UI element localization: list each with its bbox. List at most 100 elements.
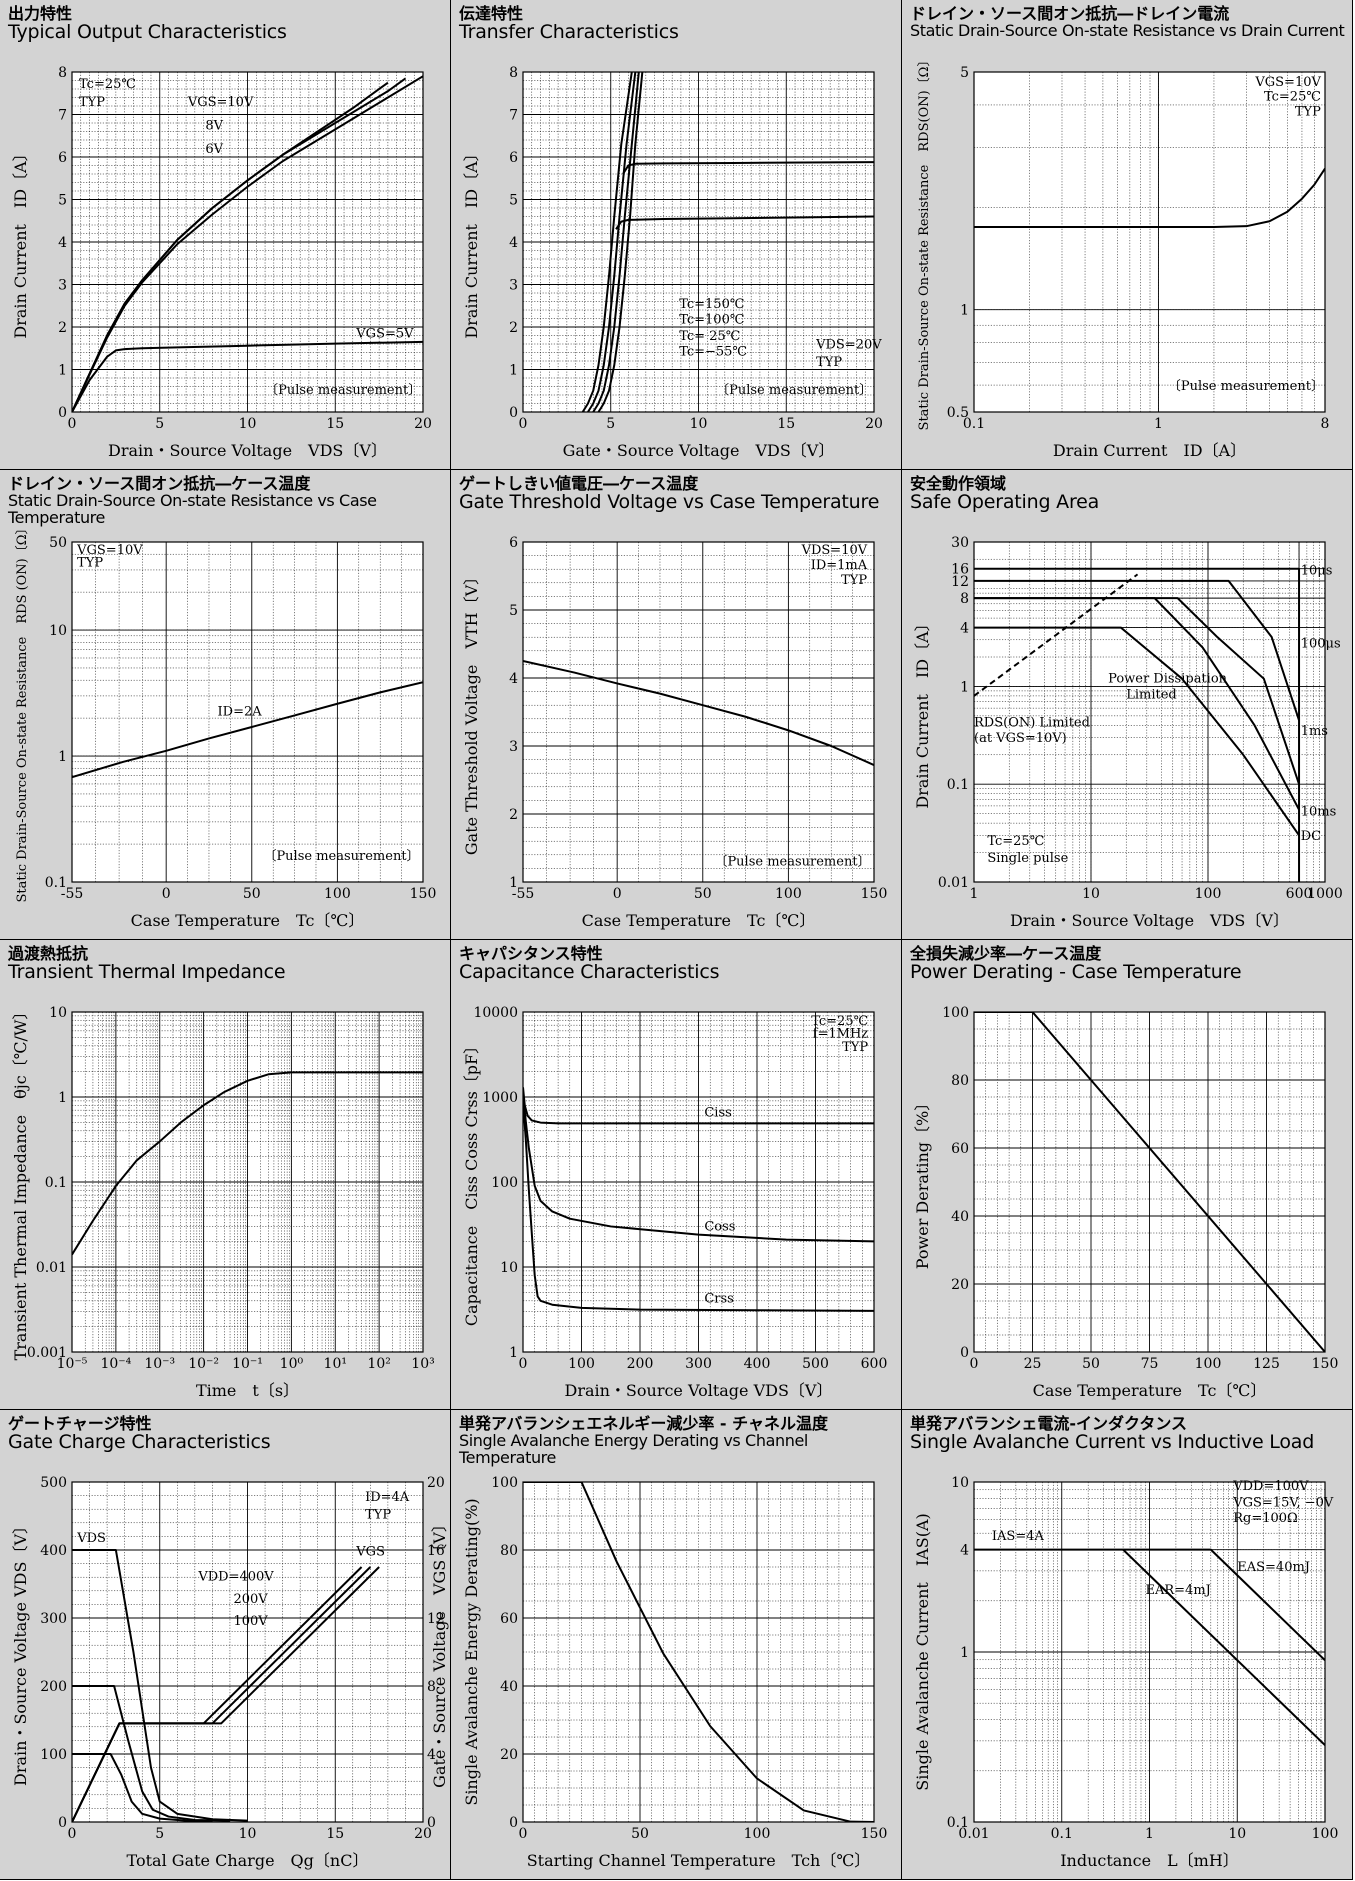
y-tick-label: 5: [509, 193, 518, 209]
y-tick-label: 3: [509, 278, 518, 294]
x-tick-label: 50: [694, 886, 712, 902]
y-tick-label: 2: [509, 807, 518, 823]
chart-svg: 0 5 10 15 20 0 1 2 3 4 5 6 7 8 Drain・Source Voltage VD…: [11, 65, 432, 460]
y-tick-label: 6: [509, 535, 518, 551]
x-tick-label: 100: [1312, 1826, 1339, 1842]
x-tick-label: 100: [324, 886, 351, 902]
chart-annotation: EAR=4mJ: [1145, 1583, 1210, 1598]
plot-area: [974, 72, 1325, 412]
y-tick-label: 500: [40, 1475, 67, 1491]
y-axis-label: Static Drain-Source On-state Resistance …: [917, 54, 932, 431]
y-tick-label: 7: [58, 108, 67, 124]
series-line: [615, 215, 874, 230]
y-tick-label: 1000: [482, 1090, 518, 1106]
y-tick-label: 0.1: [45, 1175, 67, 1191]
chart-annotation: Power Dissipation: [1108, 671, 1228, 686]
x-axis-label: Time t〔s〕: [196, 1381, 299, 1400]
x-tick-label: 10: [690, 416, 708, 432]
chart-title-jp: ゲートチャージ特性: [8, 1414, 152, 1433]
x-tick-label: 0: [970, 1356, 979, 1372]
chart-title-block: ゲートチャージ特性 Gate Charge Characteristics: [8, 1414, 271, 1453]
x-axis-label: Drain・Source Voltage VDS〔V〕: [564, 1381, 832, 1400]
x-tick-label: 10³: [411, 1356, 434, 1372]
chart-annotation: Coss: [704, 1219, 735, 1234]
x-axis-label: Case Temperature Tc〔℃〕: [131, 911, 365, 930]
chart-annotation: 〔Pulse measurement〕: [265, 383, 421, 398]
y-axis-label: Capacitance Ciss Coss Crss〔pF〕: [462, 1038, 481, 1326]
chart-annotation: Tc=25℃: [811, 1014, 868, 1029]
chart-title-block: 伝達特性 Transfer Characteristics: [459, 5, 679, 43]
minor-gridlines: [974, 1012, 1325, 1352]
series-line: [622, 161, 874, 175]
chart-title-jp: ドレイン・ソース間オン抵抗―ドレイン電流: [910, 4, 1230, 23]
y-axis-label: Drain Current ID〔A〕: [462, 145, 481, 338]
plot-area: [72, 542, 423, 882]
chart-title-block: 出力特性 Typical Output Characteristics: [8, 4, 287, 43]
chart-annotation: Tc=100℃: [679, 313, 744, 328]
y2-tick-label: 12: [427, 1611, 445, 1627]
series-line: [974, 579, 1300, 721]
chart-panel: 安全動作領域 Safe Operating Area 1 10 100 600 1000 0.…: [902, 470, 1353, 940]
x-tick-label: 100: [775, 886, 802, 902]
x-tick-label: 10⁻²: [188, 1356, 219, 1372]
plot-frame: [71, 541, 424, 883]
x-tick-label: 15: [326, 416, 344, 432]
plot-frame: [973, 1011, 1326, 1353]
x-tick-label: 10⁻³: [144, 1356, 175, 1372]
minor-gridlines: [974, 72, 1325, 412]
chart-title-block: 過渡熱抵抗 Transient Thermal Impedance: [8, 945, 286, 983]
chart-annotation: TYP: [842, 1040, 868, 1055]
chart-panel: キャパシタンス特性 Capacitance Characteristics 0 100…: [451, 940, 902, 1410]
y-tick-label: 0.001: [27, 1345, 67, 1361]
x-tick-label: 5: [155, 1826, 164, 1842]
series-line: [581, 72, 633, 412]
x-tick-label: 150: [410, 886, 437, 902]
x-tick-label: 5: [606, 416, 615, 432]
y2-axis-label: Gate・Source Voltage VGS〔V〕: [430, 1516, 449, 1788]
x-axis-label: Inductance L〔mH〕: [1060, 1851, 1239, 1870]
y-tick-label: 5: [58, 193, 67, 209]
minor-gridlines: [72, 542, 423, 882]
series-line: [72, 1549, 248, 1822]
y-tick-label: 80: [951, 1073, 969, 1089]
series-line: [974, 597, 1300, 811]
chart-annotation: 10μs: [1301, 563, 1333, 578]
minor-gridlines: [72, 1012, 423, 1352]
chart-panel: 全損失減少率―ケース温度 Power Derating - Case Temper…: [902, 940, 1353, 1410]
chart-annotation: Tc=25℃: [1264, 90, 1321, 105]
chart-title: Safe Operating Area: [910, 490, 1100, 513]
series-line: [974, 567, 1301, 882]
y2-tick-label: 16: [427, 1543, 445, 1559]
y-axis-label: Gate Threshold Voltage VTH〔V〕: [462, 569, 481, 855]
y-tick-label: 0: [58, 1815, 67, 1831]
chart-title-jp: 出力特性: [8, 4, 73, 23]
x-axis-label: Total Gate Charge Qg〔nC〕: [127, 1851, 369, 1870]
chart-title-block: キャパシタンス特性 Capacitance Characteristics: [459, 945, 720, 983]
series-line: [974, 573, 1139, 697]
chart-annotation: 8V: [205, 118, 223, 133]
chart-panel: ゲートしきい値電圧―ケース温度 Gate Threshold Voltage vs…: [451, 470, 902, 940]
series-line: [523, 1100, 874, 1312]
y-tick-label: 100: [491, 1475, 518, 1491]
y-tick-label: 1: [509, 363, 518, 379]
series-line: [587, 72, 637, 412]
x-tick-label: 0.1: [1051, 1826, 1073, 1842]
y-tick-label: 1: [960, 303, 969, 319]
chart-annotation: VDS=20V: [815, 337, 882, 352]
chart-title-block: 全損失減少率―ケース温度 Power Derating - Case Temper…: [910, 945, 1242, 983]
y-tick-label: 6: [58, 150, 67, 166]
x-tick-label: -55: [512, 886, 535, 902]
x-axis-label: Starting Channel Temperature Tch〔℃〕: [527, 1851, 871, 1870]
plot-frame: [973, 541, 1326, 883]
y-tick-label: 3: [58, 278, 67, 294]
chart-annotation: DC: [1301, 829, 1321, 844]
y-tick-label: 0.5: [947, 405, 969, 421]
chart-panel: ドレイン・ソース間オン抵抗―ドレイン電流 Static Drain-Source …: [902, 0, 1353, 470]
chart-annotation: Tc=150℃: [679, 297, 744, 312]
minor-gridlines: [72, 1482, 423, 1822]
y-tick-label: 16: [951, 562, 969, 578]
y-tick-label: 12: [951, 574, 969, 590]
series-line: [72, 77, 407, 412]
plot-frame: [973, 71, 1326, 413]
